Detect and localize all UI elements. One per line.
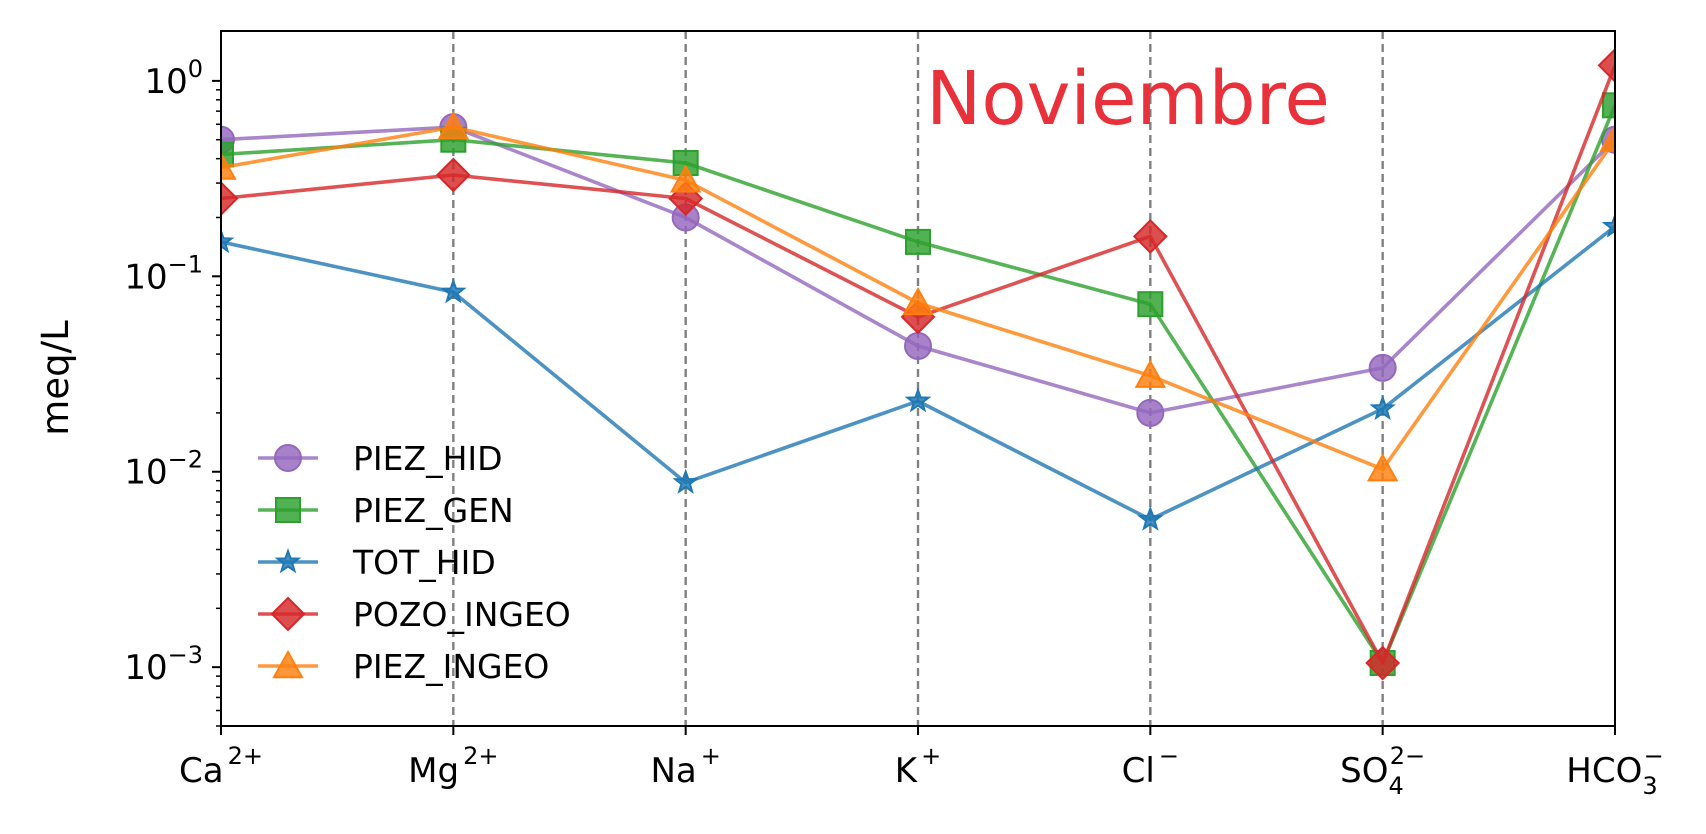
legend-label: POZO_INGEO [353,595,571,634]
series-piez-ingeo [221,111,1615,482]
ion-charge: 2+ [228,742,263,770]
ion-symbol: Mg [408,751,459,791]
x-tick-label: Ca 2+ [179,742,263,791]
circle-marker [904,331,932,360]
ion-symbol: SO [1340,751,1388,791]
star-marker [440,278,467,304]
diamond-marker [1365,645,1401,681]
legend-item: PIEZ_INGEO [258,647,549,686]
diamond-marker [435,157,471,193]
ion-symbol: K [895,751,919,791]
series-layer [221,47,1615,681]
x-tick-label: K + [895,742,941,791]
star-marker [274,547,302,574]
ion-charge: 2+ [463,742,498,770]
ion-symbol: HCO [1566,751,1642,791]
legend-item: PIEZ_GEN [258,491,514,530]
y-tick-exponent: −1 [168,250,203,278]
y-tick-label: 10−1 [124,250,203,297]
x-tick-label: Na + [650,742,720,791]
triangle-marker [1599,123,1615,152]
star-marker [904,387,932,413]
diamond-marker [1597,47,1615,83]
y-tick-exponent: −2 [168,446,203,474]
y-tick-label: 100 [144,55,203,102]
circle-marker [274,444,302,472]
diamond-marker [221,181,239,216]
vertical-gridlines [452,31,1384,726]
square-marker [905,228,931,255]
square-marker [275,497,301,523]
legend-item: PIEZ_HID [258,439,503,478]
ion-charge: − [1159,742,1179,770]
triangle-marker [902,286,934,316]
month-annotation: Noviembre [926,56,1330,142]
y-axis-label: meq/L [34,320,77,436]
x-tick-label: HCO3− [1566,742,1663,800]
diamond-marker [270,596,306,632]
legend-item: TOT_HID [258,543,496,582]
x-tick-label: SO42− [1340,742,1425,800]
legend: PIEZ_HID PIEZ_GEN TOT_HID POZO_INGEO PIEZ_IN… [258,439,571,686]
diamond-marker [1132,219,1168,254]
square-marker [1137,291,1164,318]
ion-charge: + [701,742,721,770]
legend-item: POZO_INGEO [258,595,571,634]
triangle-marker [669,164,702,193]
star-marker [1601,212,1615,238]
y-tick-exponent: 0 [188,55,203,83]
legend-label: PIEZ_INGEO [353,647,549,686]
triangle-marker [221,151,237,180]
square-marker [1602,92,1615,119]
y-tick-base: 10 [124,648,167,688]
circle-marker [1368,353,1397,382]
series-pozo-ingeo [221,47,1615,681]
y-tick-label: 10−3 [124,641,203,688]
circle-marker [1136,398,1165,427]
ion-symbol: Cl [1122,751,1155,791]
star-marker [1137,505,1164,531]
ion-symbol: Ca [179,751,224,791]
y-tick-base: 10 [144,62,187,102]
star-marker [1369,394,1396,421]
ion-charge: 2− [1390,742,1425,770]
legend-label: PIEZ_HID [353,439,503,478]
ion-subscript: 3 [1642,772,1657,800]
triangle-marker [272,649,304,679]
ion-charge: + [921,742,941,770]
series-tot-hid [221,212,1615,531]
y-tick-label: 10−2 [124,446,203,493]
y-tick-base: 10 [124,257,167,297]
star-marker [672,468,699,494]
legend-label: PIEZ_GEN [353,491,514,530]
ion-charge: − [1644,742,1664,770]
triangle-marker [1366,453,1399,482]
star-marker [221,227,235,254]
ion-symbol: Na [650,751,696,791]
triangle-marker [1134,359,1167,388]
y-tick-exponent: −3 [168,641,203,669]
legend-label: TOT_HID [352,543,496,582]
ion-subscript: 4 [1389,772,1404,800]
x-tick-label: Cl − [1122,742,1179,791]
triangle-marker [437,111,470,140]
y-tick-base: 10 [124,453,167,493]
x-tick-label: Mg 2+ [408,742,498,791]
